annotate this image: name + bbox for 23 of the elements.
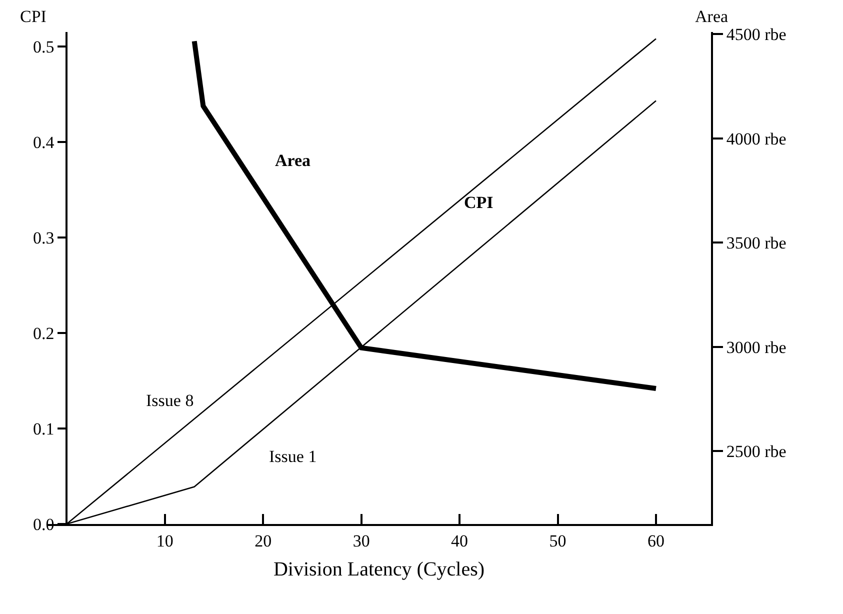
- x-axis-title: Division Latency (Cycles): [273, 558, 485, 580]
- x-tick-label: 20: [254, 531, 272, 550]
- x-tick-label: 60: [647, 531, 664, 550]
- annotation: CPI: [464, 193, 494, 212]
- y-tick-label: 0.2: [32, 324, 54, 343]
- y2-tick-label: 3500 rbe: [726, 234, 786, 253]
- y-tick-label: 0.3: [32, 228, 54, 248]
- y2-tick-label: 2500 rbe: [726, 442, 786, 461]
- series-label: Area: [275, 151, 312, 170]
- y-tick-label: 0.4: [32, 132, 55, 152]
- y2-tick-label: 3000 rbe: [726, 338, 786, 357]
- x-tick-label: 10: [156, 531, 174, 550]
- series-label: Issue 8: [146, 391, 194, 410]
- x-tick-label: 30: [352, 531, 370, 550]
- y-axis-title: CPI: [20, 7, 47, 26]
- series-label: Issue 1: [269, 447, 317, 466]
- y2-tick-label: 4500 rbe: [726, 25, 786, 44]
- x-tick-label: 40: [451, 531, 468, 550]
- x-tick-label: 50: [549, 531, 566, 550]
- y2-axis-title: Area: [695, 7, 728, 26]
- y-tick-label: 0.5: [32, 37, 54, 56]
- y2-tick-label: 4000 rbe: [726, 129, 786, 148]
- y-tick-label: 0.1: [32, 419, 54, 438]
